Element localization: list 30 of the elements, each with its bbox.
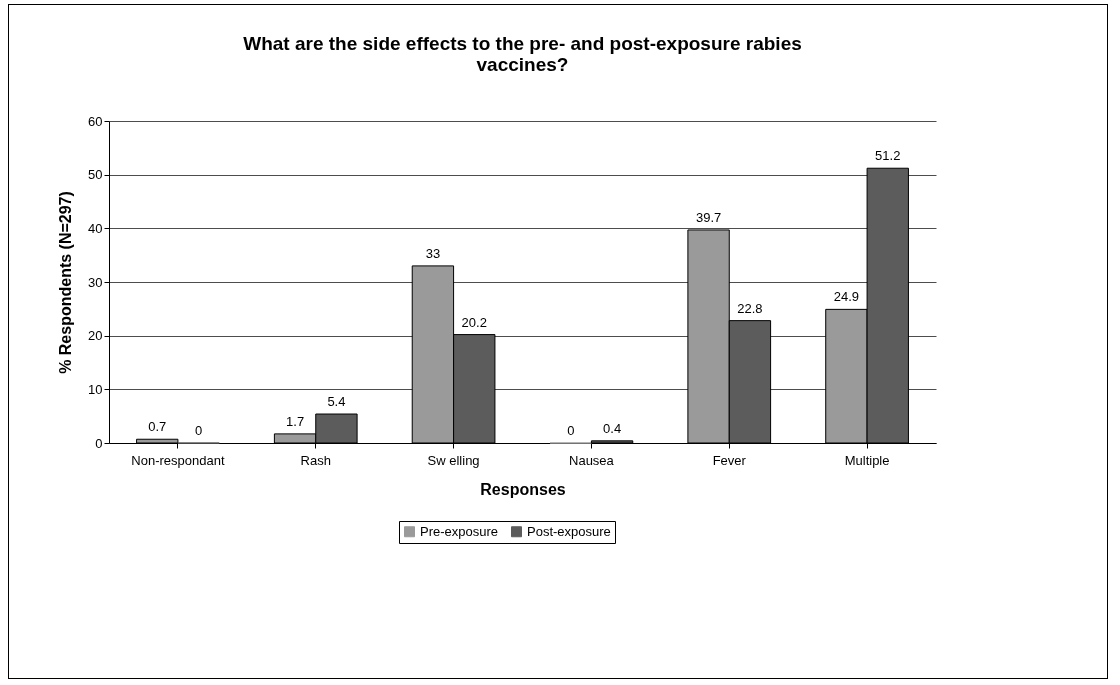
data-label: 0 — [194, 423, 203, 438]
y-tick-label: 40 — [88, 220, 103, 236]
legend-label: Pre-exposure — [420, 523, 499, 539]
data-label: 0.4 — [603, 420, 622, 436]
x-tick-label: Multiple — [844, 452, 890, 468]
data-label: 0.7 — [148, 419, 167, 435]
x-tick-label: Sw elling — [427, 452, 480, 468]
data-label: 39.7 — [695, 209, 722, 225]
data-label: 51.2 — [875, 148, 901, 164]
x-tick-label: Non-respondant — [131, 452, 225, 468]
y-axis-title: % Respondents (N=297) — [57, 191, 75, 374]
data-label: 0 — [567, 423, 575, 438]
data-label: 33 — [425, 245, 441, 261]
data-label: 20.2 — [461, 314, 487, 330]
y-tick-label: 20 — [88, 328, 103, 344]
x-axis-title: Responses — [480, 480, 566, 498]
x-tick-label: Fever — [712, 452, 747, 468]
data-label: 24.9 — [833, 289, 860, 305]
legend-label: Post-exposure — [527, 523, 611, 539]
y-tick-label: 50 — [88, 167, 103, 183]
y-tick-label: 0 — [95, 435, 103, 451]
data-label: 5.4 — [327, 394, 346, 410]
data-label: 22.8 — [737, 300, 763, 316]
x-tick-label: Rash — [300, 452, 331, 468]
data-label: 1.7 — [286, 413, 305, 429]
chart-title: What are the side effects to the pre- and post-exposure rabies vaccines? — [243, 33, 802, 75]
x-tick-label: Nausea — [569, 452, 615, 468]
y-tick-label: 60 — [88, 113, 103, 129]
y-tick-label: 10 — [88, 381, 103, 397]
y-tick-label: 30 — [88, 274, 103, 290]
